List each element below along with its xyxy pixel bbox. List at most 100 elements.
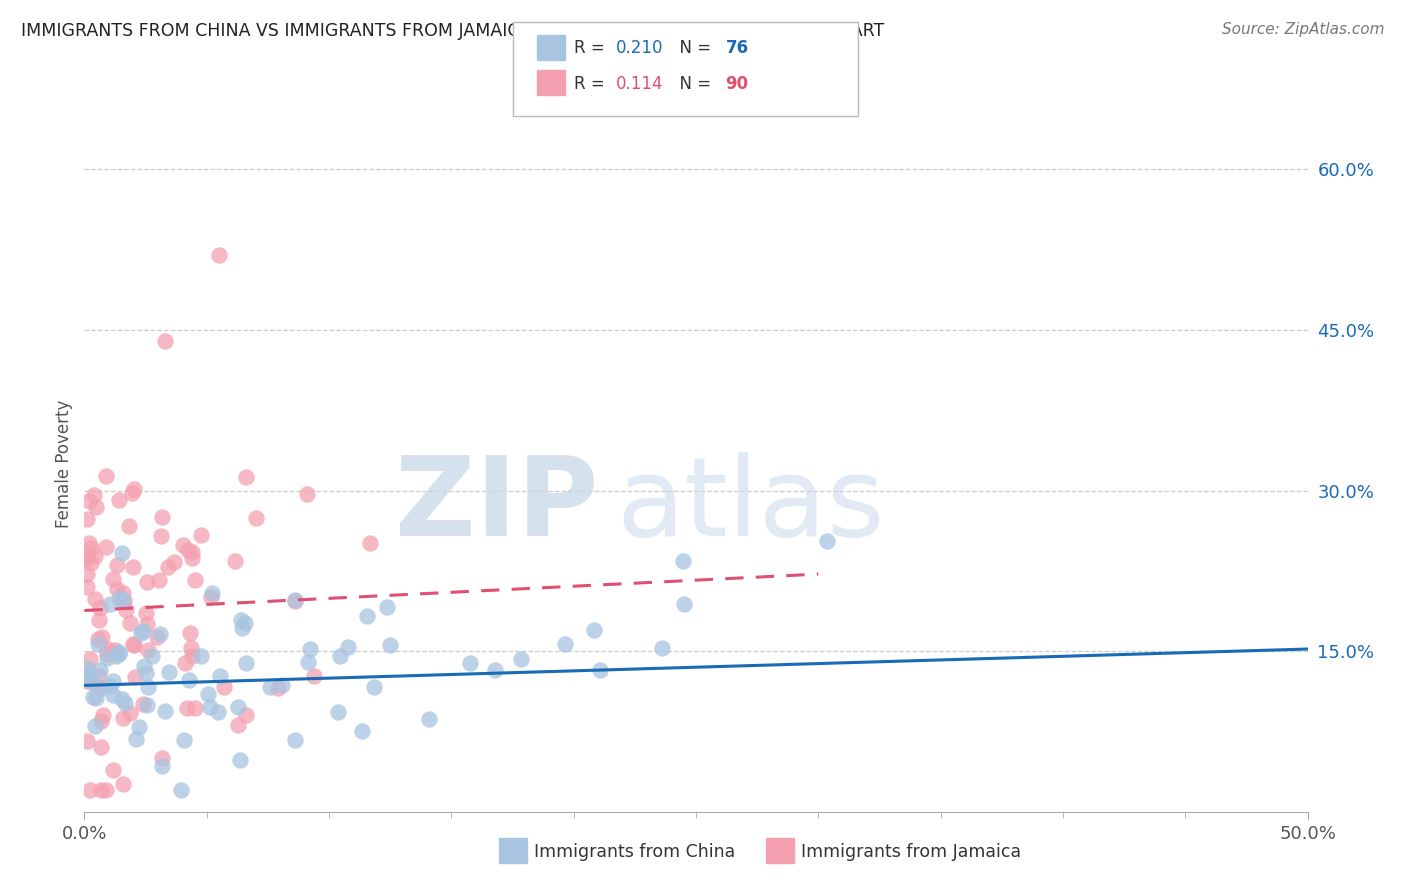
Point [180,648,202,663]
Point [132,624,155,639]
Point [83,488,105,502]
Point [180,641,202,656]
Point [135,606,157,620]
Point [84,500,107,515]
Point [103,764,125,778]
Point [177,673,200,687]
Text: Source: ZipAtlas.com: Source: ZipAtlas.com [1222,22,1385,37]
Point [177,543,200,558]
Point [121,636,143,650]
Point [582,624,605,638]
Point [108,591,131,605]
Point [179,625,201,640]
Text: N =: N = [669,75,717,93]
Point [86,637,108,651]
Point [91,681,114,695]
Text: 0.210: 0.210 [616,39,664,57]
Point [198,700,221,714]
Point [76,512,98,526]
Point [815,534,838,549]
Point [170,783,193,797]
Point [297,487,319,501]
Point [82,675,104,690]
Point [111,593,134,607]
Point [87,680,110,694]
Point [105,648,128,663]
Point [176,700,198,714]
Text: 76: 76 [725,39,748,57]
Point [103,688,125,702]
Point [152,759,174,773]
Point [111,586,134,600]
Point [84,549,107,563]
Point [197,687,219,701]
Point [94,783,117,797]
Point [107,648,129,662]
Point [96,642,118,657]
Point [111,546,134,560]
Point [190,649,212,664]
Point [150,509,173,524]
Point [235,470,257,484]
Point [129,626,152,640]
Point [157,559,180,574]
Point [350,723,373,738]
Point [235,656,257,670]
Point [87,669,110,683]
Point [418,712,440,726]
Point [103,673,125,688]
Point [89,663,111,677]
Point [76,673,98,688]
Point [148,573,170,587]
Point [79,494,101,508]
Point [136,680,159,694]
Point [79,783,101,797]
Point [233,616,256,631]
Point [136,642,159,657]
Point [673,597,696,611]
Point [336,640,359,654]
Point [181,545,204,559]
Point [359,536,381,550]
Point [111,777,134,791]
Point [90,739,112,754]
Point [131,698,153,712]
Point [98,680,121,694]
Point [76,566,98,581]
Point [259,680,281,694]
Point [94,469,117,483]
Point [90,714,112,728]
Point [105,558,128,573]
Point [224,554,246,568]
Point [380,638,402,652]
Point [200,591,222,605]
Point [122,638,145,652]
Point [270,678,292,692]
Point [554,637,576,651]
Point [651,641,673,656]
Point [135,665,157,680]
Point [283,733,305,747]
Point [184,701,207,715]
Y-axis label: Female Poverty: Female Poverty [55,400,73,528]
Text: Immigrants from China: Immigrants from China [534,843,735,861]
Point [79,652,101,666]
Point [79,541,101,555]
Point [329,648,352,663]
Point [150,751,173,765]
Point [100,598,122,612]
Point [135,698,157,712]
Text: R =: R = [574,75,610,93]
Point [163,555,186,569]
Point [326,705,349,719]
Point [141,649,163,664]
Point [111,692,134,706]
Point [121,486,143,500]
Point [76,734,98,748]
Point [122,482,145,496]
Point [76,661,98,675]
Point [91,630,114,644]
Point [245,510,267,524]
Point [226,718,249,732]
Point [103,572,125,586]
